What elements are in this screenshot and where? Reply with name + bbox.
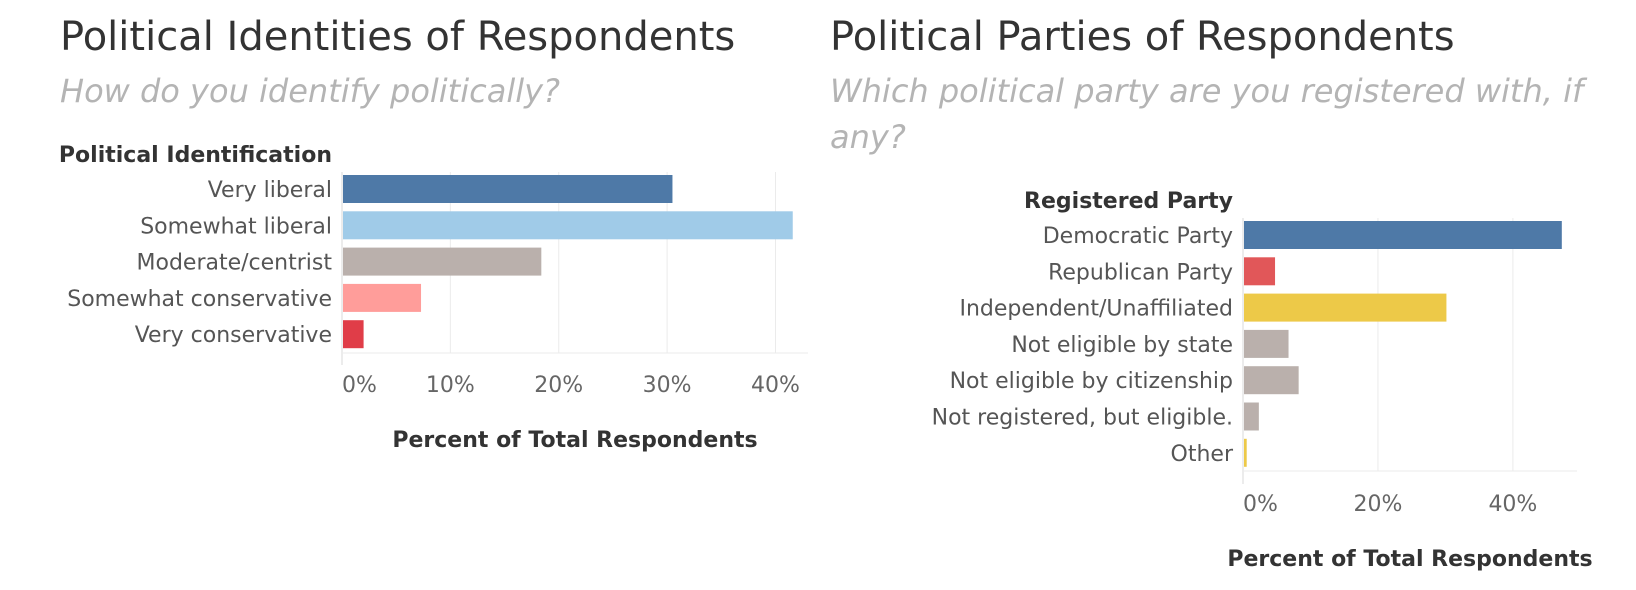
category-label: Very liberal — [208, 178, 332, 203]
bar — [343, 175, 673, 203]
chart-subtitle: Which political party are you registered… — [830, 72, 1584, 156]
category-label: Democratic Party — [1043, 224, 1233, 249]
bar — [1244, 257, 1276, 286]
x-axis-title: Percent of Total Respondents — [1227, 547, 1592, 572]
bar — [343, 247, 542, 276]
tick-label: 40% — [751, 373, 800, 398]
x-axis-title: Percent of Total Respondents — [392, 428, 757, 453]
tick-label: 0% — [342, 373, 377, 398]
category-label: Moderate/centrist — [137, 251, 333, 276]
category-label: Very conservative — [135, 323, 332, 348]
bar — [1244, 366, 1299, 395]
bar — [1244, 221, 1562, 249]
category-label: Republican Party — [1048, 260, 1233, 285]
tick-label: 30% — [643, 373, 692, 398]
category-label: Not eligible by citizenship — [950, 369, 1233, 394]
category-label: Other — [1171, 442, 1234, 467]
category-label: Somewhat conservative — [67, 287, 332, 312]
bar — [343, 283, 422, 312]
bar — [1244, 438, 1247, 467]
category-label: Not eligible by state — [1011, 333, 1233, 358]
chart-subtitle: How do you identify politically? — [60, 72, 561, 110]
tick-label: 0% — [1243, 492, 1278, 517]
tick-label: 20% — [1353, 492, 1402, 517]
bar — [1244, 402, 1259, 431]
chart-title: Political Parties of Respondents — [830, 14, 1455, 60]
category-header: Political Identification — [59, 143, 332, 168]
bar — [1244, 293, 1447, 322]
category-header: Registered Party — [1024, 189, 1233, 214]
bar — [343, 211, 793, 240]
bar — [343, 320, 364, 349]
category-label: Independent/Unaffiliated — [960, 297, 1234, 322]
bar — [1244, 329, 1289, 358]
category-label: Not registered, but eligible. — [932, 406, 1233, 431]
tick-label: 10% — [426, 373, 475, 398]
tick-label: 20% — [534, 373, 583, 398]
tick-label: 40% — [1488, 492, 1537, 517]
chart-title: Political Identities of Respondents — [60, 14, 736, 60]
category-label: Somewhat liberal — [140, 214, 332, 239]
